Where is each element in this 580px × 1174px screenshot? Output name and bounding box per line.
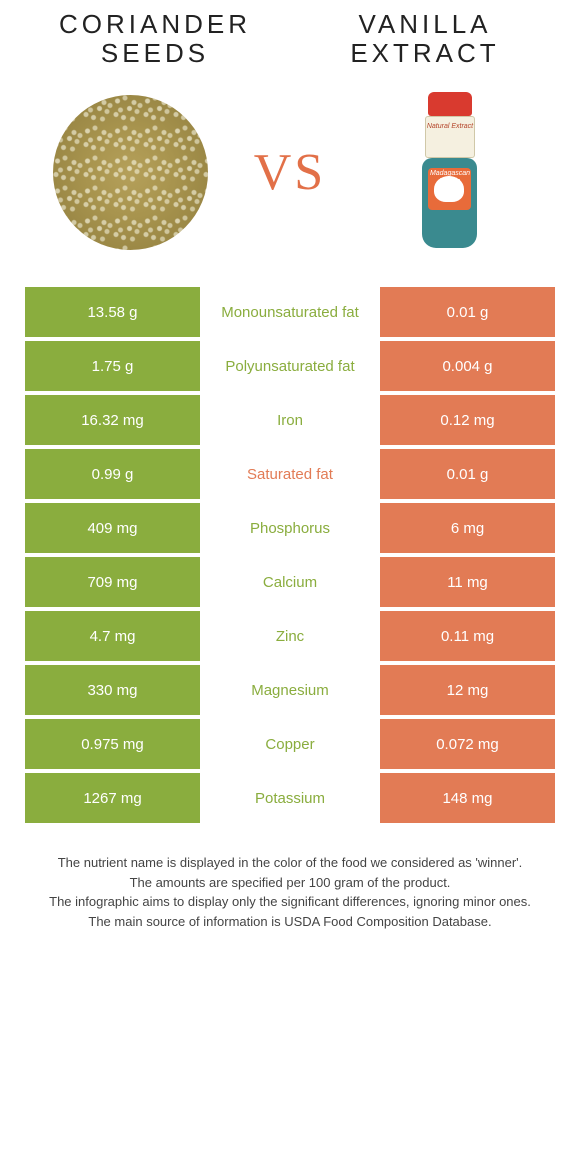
left-value-cell: 16.32 mg <box>25 395 200 445</box>
table-row: 1.75 gPolyunsaturated fat0.004 g <box>25 341 555 391</box>
nutrient-table: 13.58 gMonounsaturated fat0.01 g1.75 gPo… <box>25 287 555 823</box>
right-value-cell: 0.12 mg <box>380 395 555 445</box>
footer-line: The main source of information is USDA F… <box>25 912 555 932</box>
left-value-cell: 1.75 g <box>25 341 200 391</box>
footer-notes: The nutrient name is displayed in the co… <box>25 853 555 931</box>
nutrient-name-cell: Phosphorus <box>200 503 380 553</box>
nutrient-name-cell: Saturated fat <box>200 449 380 499</box>
nutrient-name-cell: Polyunsaturated fat <box>200 341 380 391</box>
vs-badge: VS <box>254 143 326 202</box>
footer-line: The infographic aims to display only the… <box>25 892 555 912</box>
right-value-cell: 0.11 mg <box>380 611 555 661</box>
right-food-title: VANILLA EXTRACT <box>310 10 540 67</box>
left-value-cell: 0.99 g <box>25 449 200 499</box>
right-value-cell: 0.01 g <box>380 449 555 499</box>
table-row: 1267 mgPotassium148 mg <box>25 773 555 823</box>
table-row: 4.7 mgZinc0.11 mg <box>25 611 555 661</box>
nutrient-name-cell: Iron <box>200 395 380 445</box>
table-row: 409 mgPhosphorus6 mg <box>25 503 555 553</box>
right-food-image: Natural Extract Madagascan Vanilla <box>370 92 530 252</box>
left-value-cell: 4.7 mg <box>25 611 200 661</box>
left-value-cell: 13.58 g <box>25 287 200 337</box>
table-row: 16.32 mgIron0.12 mg <box>25 395 555 445</box>
left-value-cell: 1267 mg <box>25 773 200 823</box>
right-value-cell: 12 mg <box>380 665 555 715</box>
nutrient-name-cell: Potassium <box>200 773 380 823</box>
left-value-cell: 330 mg <box>25 665 200 715</box>
right-value-cell: 0.072 mg <box>380 719 555 769</box>
footer-line: The amounts are specified per 100 gram o… <box>25 873 555 893</box>
table-row: 0.99 gSaturated fat0.01 g <box>25 449 555 499</box>
nutrient-name-cell: Calcium <box>200 557 380 607</box>
table-row: 0.975 mgCopper0.072 mg <box>25 719 555 769</box>
left-value-cell: 409 mg <box>25 503 200 553</box>
right-value-cell: 6 mg <box>380 503 555 553</box>
header: CORIANDER SEEDS VANILLA EXTRACT <box>0 10 580 67</box>
footer-line: The nutrient name is displayed in the co… <box>25 853 555 873</box>
right-value-cell: 11 mg <box>380 557 555 607</box>
images-row: VS Natural Extract Madagascan Vanilla <box>0 77 580 267</box>
left-value-cell: 709 mg <box>25 557 200 607</box>
table-row: 330 mgMagnesium12 mg <box>25 665 555 715</box>
left-food-image <box>50 92 210 252</box>
left-food-title: CORIANDER SEEDS <box>40 10 270 67</box>
right-value-cell: 0.004 g <box>380 341 555 391</box>
nutrient-name-cell: Copper <box>200 719 380 769</box>
nutrient-name-cell: Magnesium <box>200 665 380 715</box>
right-value-cell: 0.01 g <box>380 287 555 337</box>
vanilla-bottle-icon: Natural Extract Madagascan Vanilla <box>422 92 477 252</box>
nutrient-name-cell: Monounsaturated fat <box>200 287 380 337</box>
table-row: 13.58 gMonounsaturated fat0.01 g <box>25 287 555 337</box>
nutrient-name-cell: Zinc <box>200 611 380 661</box>
coriander-seeds-icon <box>53 95 208 250</box>
table-row: 709 mgCalcium11 mg <box>25 557 555 607</box>
right-value-cell: 148 mg <box>380 773 555 823</box>
left-value-cell: 0.975 mg <box>25 719 200 769</box>
